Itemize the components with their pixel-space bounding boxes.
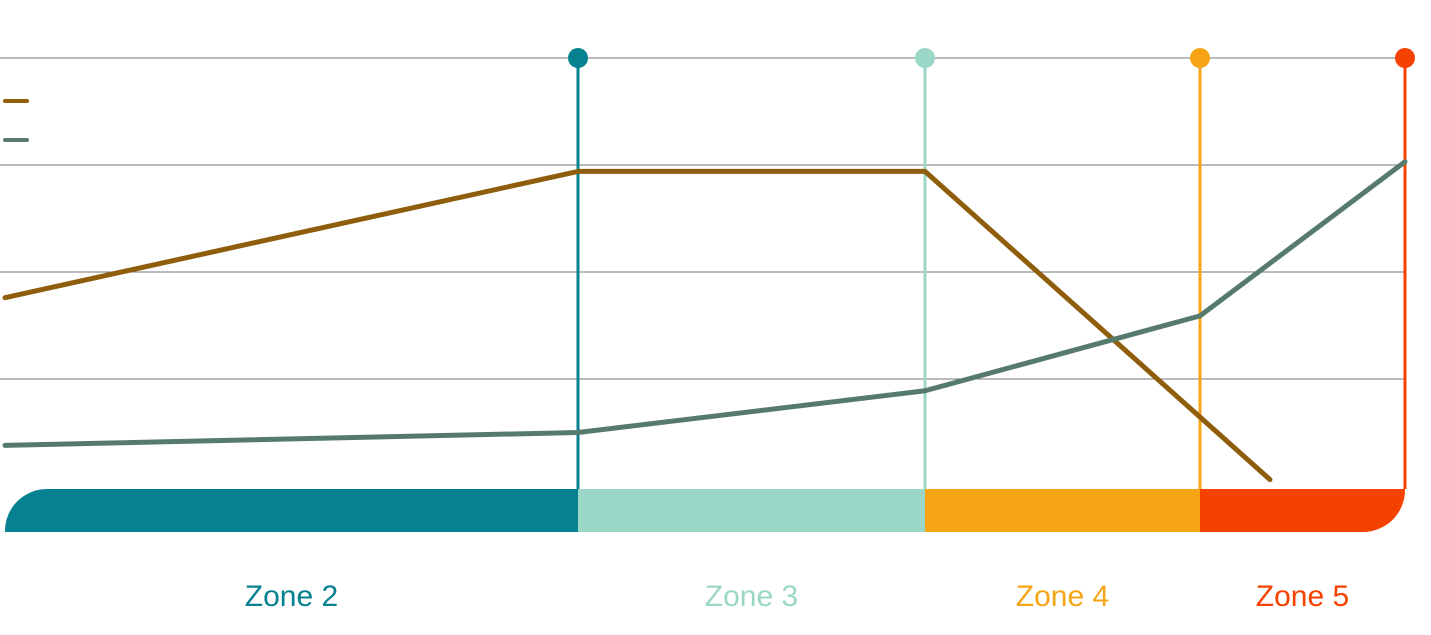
zone-dot <box>1395 48 1415 68</box>
zone-label: Zone 3 <box>705 580 798 613</box>
zone-dot <box>1190 48 1210 68</box>
zone-dot <box>568 48 588 68</box>
zone-label: Zone 4 <box>1016 580 1109 613</box>
zone-bar <box>1200 489 1405 532</box>
zone-dot <box>915 48 935 68</box>
zone-bar <box>5 489 578 532</box>
zone-bar <box>925 489 1200 532</box>
zone-label: Zone 2 <box>245 580 338 613</box>
zone-label: Zone 5 <box>1256 580 1349 613</box>
zone-bar <box>578 489 925 532</box>
line <box>2 159 1408 448</box>
line <box>2 168 1273 483</box>
